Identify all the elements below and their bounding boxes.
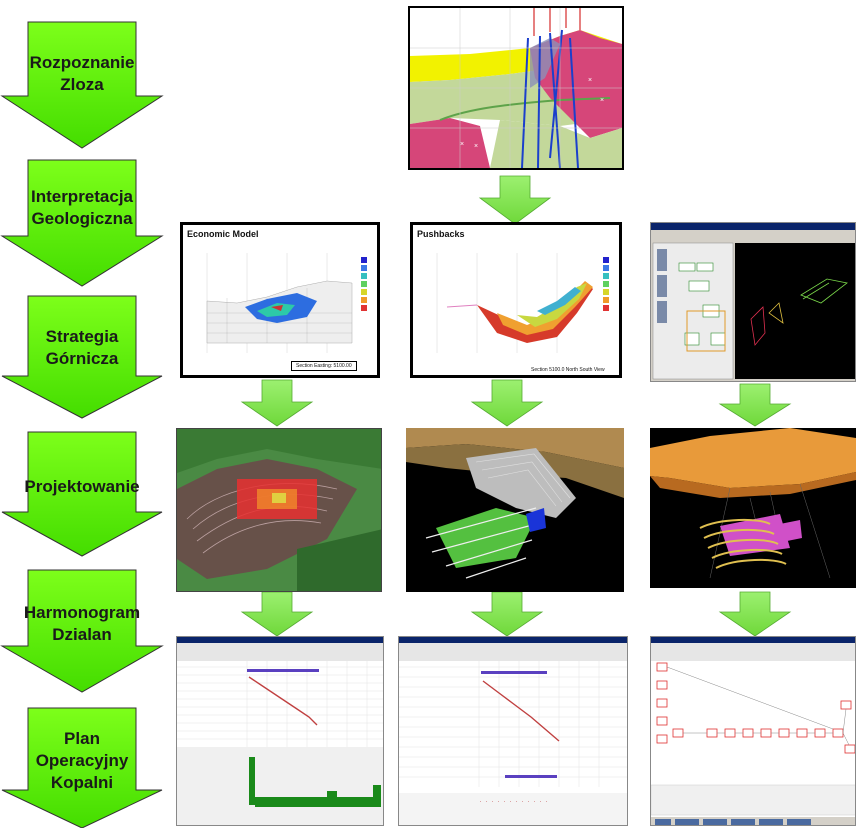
down-arrow-r2-c3 [718,591,792,637]
down-arrow-top [478,175,552,225]
pushbacks-panel: Pushbacks Section 5100.0 North South Vie… [410,222,622,378]
step-arrow-4 [1,431,163,557]
step-label-interpretacja: Interpretacja Geologiczna [30,187,134,228]
schedule-gantt-2: · · · · · · · · · · · · [398,636,628,826]
underground-3d-design [650,428,856,588]
down-arrow-r1-c2 [470,379,544,427]
step-arrow-3 [1,295,163,419]
step-label-projektowanie: Projektowanie [24,477,140,496]
economic-model-panel: Economic Model Section Easting: 5100.00 [180,222,380,378]
pushbacks-title: Pushbacks [417,229,465,239]
economic-model-footer: Section Easting: 5100.00 [291,361,357,371]
schedule-gantt-1 [176,636,384,826]
down-arrow-r1-c3 [718,383,792,427]
step-arrow-5 [0,569,164,693]
step-label-rozpoznanie: Rozpoznanie Zloza [29,53,135,94]
schedule-network [650,636,856,826]
step-label-plan: Plan Operacyjny Kopalni [35,729,129,792]
geology-section-image: × × × × [408,6,624,170]
svg-text:×: × [460,141,464,148]
economic-model-title: Economic Model [187,229,259,239]
pit-3d-design-2 [406,428,624,592]
svg-text:×: × [474,143,478,150]
step-label-harmonogram: Harmonogram Dzialan [23,603,141,644]
down-arrow-r1-c1 [240,379,314,427]
step-arrow-6 [1,707,163,828]
pushbacks-footer: Section 5100.0 North South View [531,367,605,373]
svg-text:×: × [600,97,604,104]
svg-text:· · · · · · · · · · · ·: · · · · · · · · · · · · [479,799,548,805]
down-arrow-r2-c2 [470,591,544,637]
software-window-screenshot [650,222,856,382]
step-label-strategia: Strategia Górnicza [45,327,119,368]
step-arrow-1 [0,21,164,149]
down-arrow-r2-c1 [240,591,314,637]
svg-text:×: × [588,77,592,84]
pit-3d-design-1 [176,428,382,592]
step-arrow-2 [0,159,164,287]
